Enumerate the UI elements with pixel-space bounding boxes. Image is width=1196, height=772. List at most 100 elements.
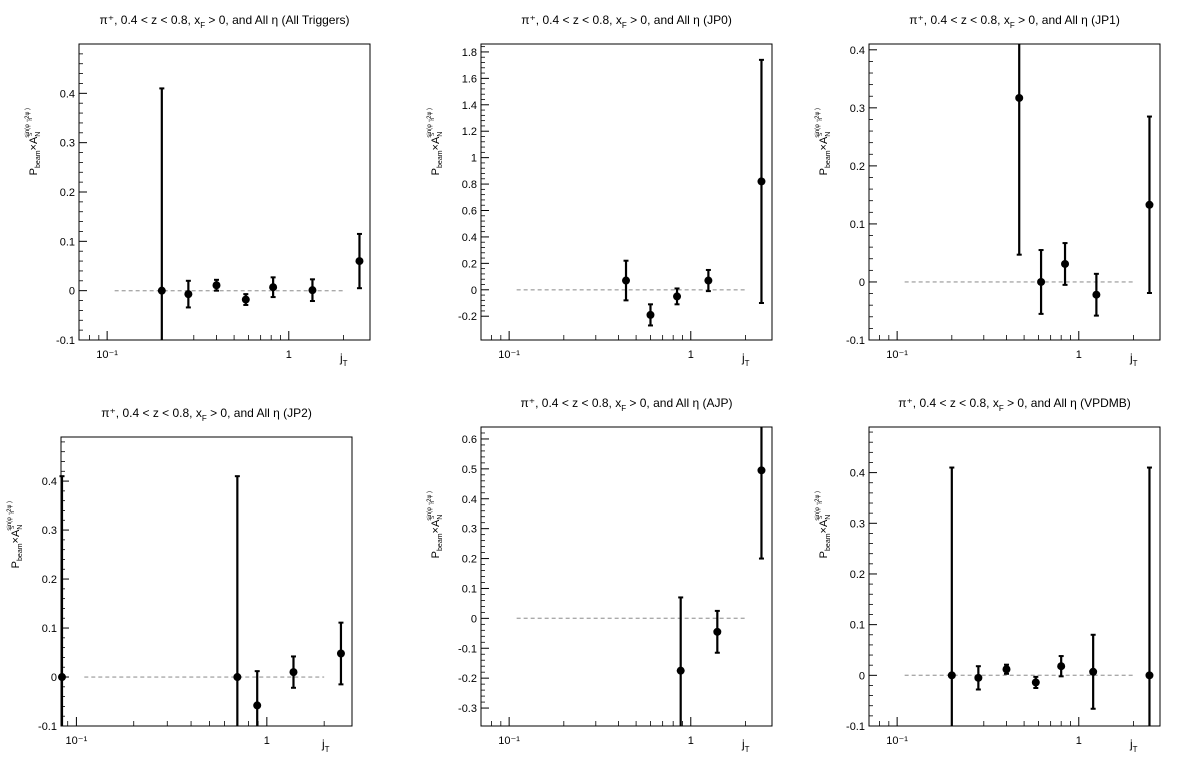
y-tick-label: 0.2 [42, 574, 57, 586]
y-tick-label: 1.4 [462, 100, 477, 112]
x-axis-label: jT [321, 737, 330, 754]
data-point [673, 292, 682, 301]
x-tick-label: 10⁻¹ [498, 735, 520, 747]
data-point [1089, 667, 1098, 676]
data-point [1145, 200, 1154, 209]
y-tick-label: 0.3 [462, 524, 477, 536]
y-tick-label: 0.4 [850, 45, 865, 57]
y-tick-label: 0.1 [850, 620, 865, 632]
x-axis-label: jT [339, 351, 348, 368]
y-tick-label: 0.4 [462, 232, 477, 244]
y-tick-label: -0.1 [38, 721, 57, 733]
y-tick-label: 1.2 [462, 126, 477, 138]
data-point [233, 673, 242, 682]
chart-title: π⁺, 0.4 < z < 0.8, xF > 0, and All η (VP… [898, 396, 1131, 413]
data-point [336, 649, 345, 658]
y-tick-label: 0.6 [462, 434, 477, 446]
y-tick-label: 0.5 [462, 464, 477, 476]
y-tick-label: 0.4 [462, 494, 477, 506]
y-tick-label: -0.1 [846, 335, 865, 347]
x-tick-label: 1 [1076, 349, 1082, 361]
data-point [1061, 259, 1070, 268]
y-tick-label: -0.2 [458, 311, 477, 323]
y-tick-label: 1 [471, 153, 477, 165]
data-point [57, 673, 66, 682]
data-point [355, 257, 364, 266]
y-tick-label: 0 [69, 286, 75, 298]
x-tick-label: 1 [286, 349, 292, 361]
x-tick-label: 1 [264, 735, 270, 747]
y-tick-label: 0.4 [850, 468, 865, 480]
data-point [757, 466, 766, 475]
y-tick-label: 0.3 [850, 103, 865, 115]
data-point [622, 276, 631, 285]
y-tick-label: 0.2 [462, 258, 477, 270]
x-tick-label: 1 [1076, 735, 1082, 747]
y-tick-label: 0.1 [42, 623, 57, 635]
data-point [757, 177, 766, 186]
plot-frame [868, 426, 1161, 727]
data-point [289, 668, 298, 677]
x-tick-label: 10⁻¹ [886, 735, 908, 747]
data-point [713, 627, 722, 636]
plot-frame [60, 436, 353, 727]
chart-title: π⁺, 0.4 < z < 0.8, xF > 0, and All η (JP… [909, 13, 1120, 30]
data-point [1057, 662, 1066, 671]
data-point [1037, 277, 1046, 286]
y-tick-label: 0 [471, 285, 477, 297]
chart-panel-3: π⁺, 0.4 < z < 0.8, xF > 0, and All η (JP… [815, 13, 1161, 368]
y-tick-label: -0.2 [458, 673, 477, 685]
y-tick-label: 0 [859, 277, 865, 289]
y-axis-label: Pbeam×ANsin(φ −2φ )Sh [427, 491, 444, 558]
plot-frame [480, 426, 773, 727]
data-point [704, 276, 713, 285]
x-axis-label: jT [1129, 351, 1138, 368]
y-tick-label: 0.1 [462, 583, 477, 595]
y-tick-label: -0.1 [56, 335, 75, 347]
y-tick-label: 0.2 [462, 554, 477, 566]
y-axis-label: Pbeam×ANsin(φ −2φ )Sh [7, 501, 24, 568]
y-tick-label: 0.2 [60, 187, 75, 199]
chart-panel-6: π⁺, 0.4 < z < 0.8, xF > 0, and All η (VP… [815, 396, 1161, 754]
x-tick-label: 10⁻¹ [66, 735, 88, 747]
data-point [269, 283, 278, 292]
y-tick-label: 0.3 [850, 518, 865, 530]
x-axis-label: jT [741, 737, 750, 754]
y-tick-label: 1.8 [462, 47, 477, 59]
y-axis-label: Pbeam×ANsin(φ −2φ )Sh [815, 108, 832, 175]
y-tick-label: 1.6 [462, 73, 477, 85]
y-tick-label: 0 [51, 672, 57, 684]
data-point [1145, 671, 1154, 680]
y-tick-label: 0.3 [42, 525, 57, 537]
x-axis-label: jT [741, 351, 750, 368]
y-tick-label: -0.3 [458, 703, 477, 715]
data-point [241, 295, 250, 304]
y-tick-label: 0.3 [60, 138, 75, 150]
y-axis-label: Pbeam×ANsin(φ −2φ )Sh [815, 491, 832, 558]
x-tick-label: 10⁻¹ [498, 349, 520, 361]
data-point [974, 673, 983, 682]
y-axis-label: Pbeam×ANsin(φ −2φ )Sh [427, 108, 444, 175]
data-point [253, 701, 262, 710]
x-tick-label: 1 [688, 735, 694, 747]
plot-frame [868, 43, 1161, 341]
data-point [947, 671, 956, 680]
data-point [184, 290, 193, 299]
y-tick-label: 0 [859, 670, 865, 682]
y-tick-label: 0.2 [850, 161, 865, 173]
y-tick-label: 0.1 [850, 219, 865, 231]
y-axis-label: Pbeam×ANsin(φ −2φ )Sh [25, 108, 42, 175]
plot-frame [78, 43, 371, 341]
y-tick-label: 0.1 [60, 236, 75, 248]
data-point [676, 666, 685, 675]
chart-panel-5: π⁺, 0.4 < z < 0.8, xF > 0, and All η (AJ… [427, 396, 773, 754]
chart-title: π⁺, 0.4 < z < 0.8, xF > 0, and All η (JP… [101, 406, 312, 423]
x-tick-label: 10⁻¹ [96, 349, 118, 361]
x-tick-label: 10⁻¹ [886, 349, 908, 361]
data-point [1031, 678, 1040, 687]
chart-title: π⁺, 0.4 < z < 0.8, xF > 0, and All η (Al… [100, 13, 350, 30]
y-tick-label: 0.6 [462, 206, 477, 218]
data-point [308, 286, 317, 295]
chart-panel-1: π⁺, 0.4 < z < 0.8, xF > 0, and All η (Al… [25, 13, 371, 368]
